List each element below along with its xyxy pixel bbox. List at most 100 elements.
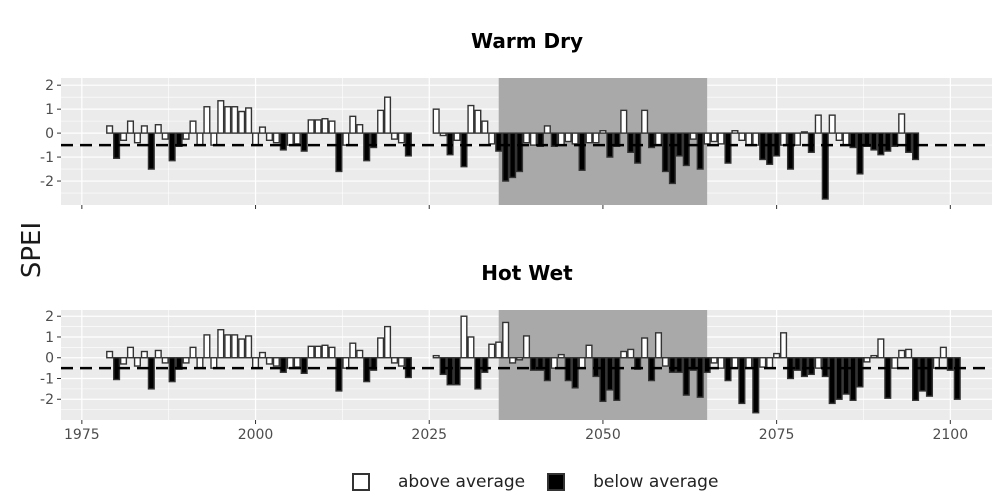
bar-2034 <box>488 343 496 359</box>
bar-1983 <box>133 132 141 144</box>
bar-2013 <box>342 357 350 369</box>
bar-2081 <box>814 114 822 134</box>
bar-2010 <box>321 118 329 134</box>
bar-2051 <box>606 357 614 391</box>
bar-2052 <box>613 357 621 401</box>
bar-2079 <box>800 131 808 134</box>
bar-2089 <box>870 354 878 359</box>
bar-1993 <box>203 334 211 359</box>
bar-2053 <box>620 350 628 359</box>
bar-2035 <box>495 132 503 152</box>
bar-2056 <box>641 109 649 134</box>
bar-2070 <box>738 132 746 142</box>
y-tick-label: 1 <box>45 102 54 118</box>
bar-2007 <box>300 132 308 152</box>
x-tick-label: 2050 <box>585 427 621 443</box>
bar-2046 <box>571 132 579 145</box>
bar-2059 <box>661 132 670 173</box>
bar-2000 <box>251 357 260 369</box>
panel-title: Hot Wet <box>481 261 573 285</box>
y-axis-label: SPEI <box>17 222 47 278</box>
bar-2089 <box>870 132 878 151</box>
bar-2010 <box>321 344 329 359</box>
bar-1992 <box>196 357 204 369</box>
bar-2092 <box>891 132 899 147</box>
bar-2046 <box>571 357 579 389</box>
bar-2003 <box>272 132 280 144</box>
y-tick-label: -1 <box>40 371 54 387</box>
bar-2081 <box>814 357 822 369</box>
bar-2015 <box>356 349 364 359</box>
y-tick-label: 1 <box>45 330 54 346</box>
legend-label-below: below average <box>593 472 719 492</box>
bar-1998 <box>238 338 246 359</box>
bar-2044 <box>557 132 565 146</box>
bar-2029 <box>453 132 461 142</box>
bar-2077 <box>786 132 795 170</box>
bar-1988 <box>168 132 176 162</box>
bar-2084 <box>835 132 843 142</box>
panel-1: Hot Wet 2 1 0 -1 -2 1975 2000 2025 2050 2075 2100 <box>40 261 992 443</box>
bar-1993 <box>203 106 211 134</box>
bar-2002 <box>265 132 273 142</box>
bar-2067 <box>717 132 725 145</box>
x-tick-label: 2025 <box>411 427 447 443</box>
bar-2096 <box>918 357 927 392</box>
bar-2095 <box>912 357 920 401</box>
bar-2070 <box>738 357 746 405</box>
bar-2028 <box>446 357 454 386</box>
bar-2015 <box>356 124 364 134</box>
bar-1985 <box>147 132 155 170</box>
bar-2001 <box>258 126 267 134</box>
bar-2060 <box>668 357 676 373</box>
bar-1999 <box>245 107 253 134</box>
bar-2087 <box>856 132 864 175</box>
bar-2086 <box>849 357 857 401</box>
bar-1991 <box>189 120 197 134</box>
bar-2065 <box>703 132 711 145</box>
bar-2039 <box>522 335 531 359</box>
bar-2076 <box>780 132 788 146</box>
bar-2062 <box>682 357 690 396</box>
bar-2027 <box>439 357 447 376</box>
bar-2043 <box>550 357 558 369</box>
bar-2088 <box>863 357 871 363</box>
bar-2080 <box>807 132 815 153</box>
bar-2045 <box>564 132 572 143</box>
bar-2064 <box>696 357 704 398</box>
bar-1999 <box>245 335 253 359</box>
bar-2101 <box>953 357 961 400</box>
panel-title: Warm Dry <box>471 29 583 53</box>
bar-2006 <box>293 132 301 145</box>
bar-1982 <box>126 346 135 359</box>
bar-2051 <box>606 132 614 158</box>
bar-2040 <box>529 132 537 146</box>
bar-2041 <box>536 357 544 371</box>
legend-label-above: above average <box>398 472 526 492</box>
bar-1986 <box>154 349 162 359</box>
bar-2074 <box>766 132 774 165</box>
bar-2078 <box>793 357 802 371</box>
bar-2054 <box>627 132 635 153</box>
bar-2094 <box>905 132 913 153</box>
bar-2086 <box>849 132 857 149</box>
bar-2017 <box>370 132 378 149</box>
bar-2033 <box>481 120 489 134</box>
bar-1996 <box>224 334 232 359</box>
y-tick-label: -2 <box>40 174 54 190</box>
bar-1986 <box>154 124 162 134</box>
bar-2100 <box>946 357 954 371</box>
bar-2058 <box>654 132 663 146</box>
bar-2068 <box>724 132 732 164</box>
bar-1988 <box>168 357 176 383</box>
bar-2019 <box>383 325 392 359</box>
bar-2082 <box>821 132 829 200</box>
bar-1981 <box>119 357 128 365</box>
bar-1995 <box>217 100 225 134</box>
y-tick-label: 0 <box>45 126 54 142</box>
bar-2009 <box>314 119 322 134</box>
bar-1979 <box>106 125 114 134</box>
bar-2027 <box>439 132 447 137</box>
bar-2039 <box>522 132 531 144</box>
y-tick-label: -2 <box>40 392 54 408</box>
